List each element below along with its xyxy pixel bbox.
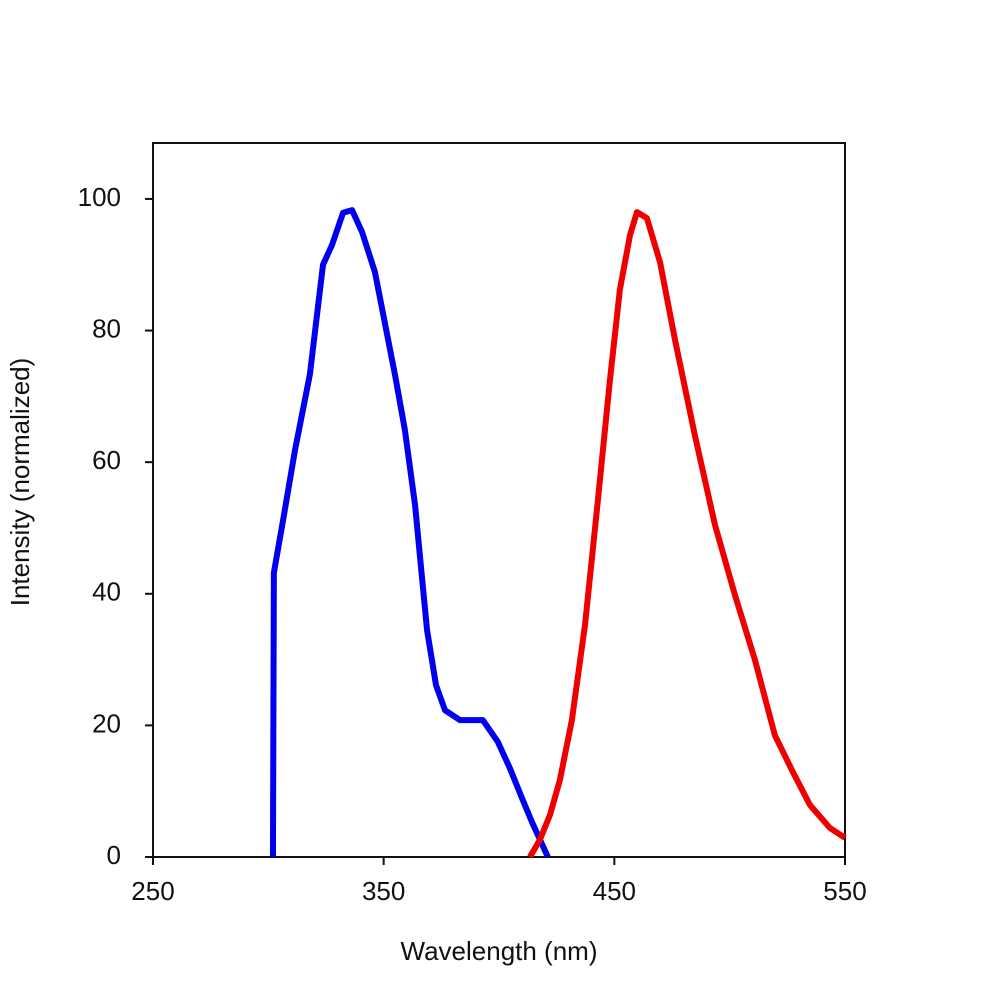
y-tick-label: 80 (92, 313, 121, 343)
x-tick-label: 250 (131, 876, 174, 906)
y-tick-label: 0 (107, 840, 121, 870)
plot-frame (152, 142, 846, 858)
x-axis-label: Wavelength (nm) (401, 936, 598, 966)
x-tick-label: 550 (823, 876, 866, 906)
x-tick-label: 450 (593, 876, 636, 906)
y-tick-label: 20 (92, 708, 121, 738)
y-tick-label: 60 (92, 445, 121, 475)
series-line (527, 209, 847, 859)
y-tick-label: 100 (78, 182, 121, 212)
series-line (269, 207, 551, 859)
y-tick-label: 40 (92, 577, 121, 607)
x-tick-label: 350 (362, 876, 405, 906)
y-axis-label: Intensity (normalized) (5, 358, 35, 607)
